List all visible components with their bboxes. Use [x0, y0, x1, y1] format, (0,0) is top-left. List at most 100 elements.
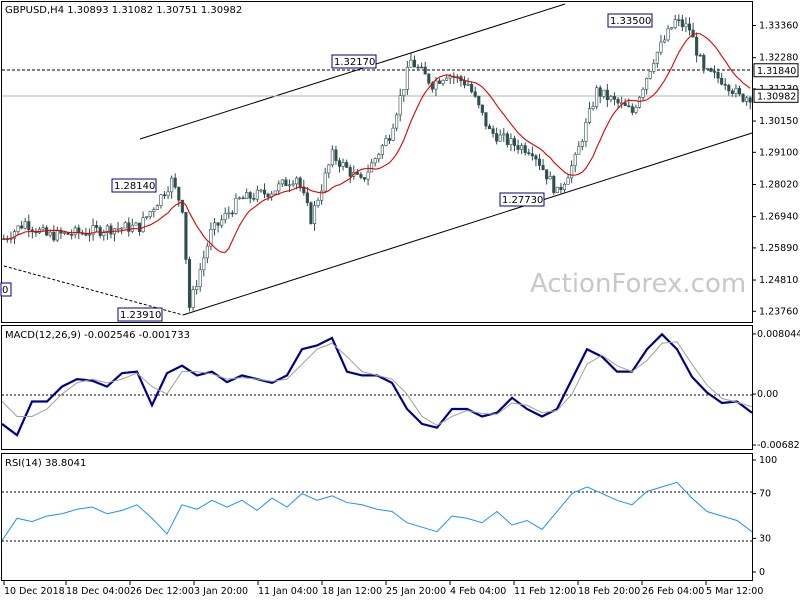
- candle: [95, 220, 99, 232]
- candle: [737, 85, 742, 97]
- candle: [277, 180, 281, 196]
- candle: [287, 179, 292, 193]
- time-axis-label: 11 Feb 12:00: [514, 586, 576, 597]
- candle: [555, 186, 559, 193]
- candle: [577, 141, 581, 155]
- candle: [162, 191, 167, 199]
- price-candles: [2, 14, 752, 312]
- candle: [70, 229, 74, 240]
- candle: [284, 176, 288, 187]
- candle: [166, 186, 170, 200]
- watermark: ActionForex.com: [530, 269, 746, 299]
- time-axis-label: 4 Feb 04:00: [450, 586, 506, 597]
- candle: [695, 32, 699, 63]
- candle: [677, 14, 681, 27]
- candle: [377, 152, 381, 163]
- candle: [527, 148, 531, 156]
- candle: [384, 134, 388, 147]
- rsi-panel-title: RSI(14) 38.8041: [5, 458, 86, 469]
- time-axis-label: 25 Jan 20:00: [386, 586, 446, 597]
- candle: [130, 218, 134, 234]
- svg-text:1.28140: 1.28140: [114, 181, 155, 192]
- ma-line: [3, 33, 751, 253]
- price-axis-marker: 1.31840: [753, 63, 799, 78]
- candle: [580, 138, 584, 151]
- candle: [727, 83, 731, 96]
- candle: [637, 96, 642, 109]
- candle: [370, 158, 374, 173]
- price-axis: 1.333601.322801.312301.301501.291001.280…: [752, 21, 799, 317]
- candle: [102, 229, 106, 241]
- price-structure: [2, 3, 753, 316]
- time-axis-label: 5 Mar 12:00: [706, 586, 763, 597]
- candle: [280, 179, 284, 187]
- candle: [630, 103, 634, 116]
- candle: [273, 190, 277, 195]
- svg-text:1.23910: 1.23910: [120, 310, 161, 321]
- candle: [530, 146, 534, 161]
- candle: [34, 228, 38, 237]
- time-axis-label: 10 Dec 2018: [4, 586, 65, 597]
- price-annotation: 1.32170: [331, 54, 377, 69]
- macd-main-line: [1, 332, 753, 437]
- price-panel-title: GBPUSD,H4 1.30893 1.31082 1.30751 1.3098…: [5, 5, 242, 16]
- candle: [473, 86, 477, 98]
- candle: [23, 217, 27, 230]
- candle: [666, 24, 670, 42]
- candle: [337, 157, 342, 173]
- candle: [345, 159, 349, 169]
- candle: [705, 67, 709, 71]
- candle: [334, 145, 338, 165]
- macd-panel-frame: [1, 325, 753, 450]
- candle: [420, 62, 424, 69]
- candle: [616, 97, 620, 110]
- candle: [487, 123, 492, 130]
- macd-axis-label: 0.008044: [757, 329, 800, 340]
- candle: [362, 177, 367, 182]
- candle: [745, 95, 749, 106]
- candle: [730, 88, 734, 97]
- candle: [423, 61, 427, 75]
- candle: [305, 186, 309, 206]
- candle: [216, 222, 220, 233]
- rsi-axis-label: 0: [759, 567, 765, 578]
- candle: [298, 176, 302, 192]
- candle: [584, 118, 588, 148]
- candle: [259, 188, 263, 193]
- rsi-axis-label: 70: [759, 489, 771, 500]
- candle: [205, 242, 209, 264]
- candle: [220, 214, 224, 229]
- candle: [680, 14, 684, 32]
- candle: [405, 60, 409, 96]
- candle: [237, 196, 242, 200]
- candle: [566, 174, 570, 185]
- price-axis-label: 1.24810: [759, 275, 798, 286]
- candle: [252, 192, 256, 202]
- candle: [248, 191, 252, 204]
- lower-channel-line: [182, 132, 753, 316]
- price-axis-label: 1.26940: [759, 212, 798, 223]
- time-axis-label: 26 Dec 12:00: [130, 586, 194, 597]
- candle: [445, 75, 449, 82]
- candle: [209, 222, 213, 251]
- candle: [9, 231, 13, 244]
- candle: [52, 225, 56, 242]
- partial-annotation: 0: [0, 282, 12, 297]
- rsi-panel-frame: [1, 453, 753, 581]
- time-axis-label: 18 Dec 04:00: [66, 586, 130, 597]
- candle: [459, 74, 463, 87]
- candle: [202, 250, 206, 277]
- candle: [534, 154, 538, 167]
- candle: [20, 220, 24, 230]
- price-annotation: 1.28140: [111, 178, 157, 193]
- candle: [466, 77, 470, 86]
- candle: [91, 218, 95, 241]
- candle: [402, 89, 406, 102]
- candle: [512, 135, 517, 152]
- candle: [562, 182, 567, 194]
- candle: [502, 127, 506, 142]
- candle: [634, 104, 638, 115]
- candle: [684, 17, 688, 33]
- candle: [477, 95, 481, 109]
